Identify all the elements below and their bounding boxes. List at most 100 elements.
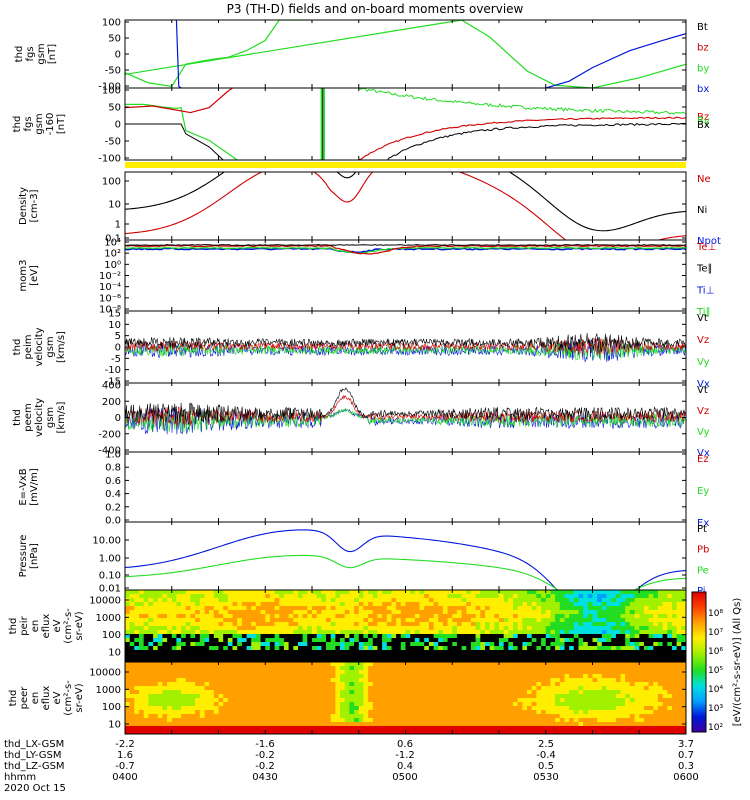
series-bx (175, 20, 183, 88)
legend-vy: Vy (697, 357, 710, 368)
y-tick-label: 100 (102, 86, 121, 97)
panel-frame (124, 19, 687, 89)
colorbar: 10⁸ 10⁷ 10⁶ 10⁵ 10⁴ 10³ 10² [eV/(cm²-s-sr-eV)] … (691, 591, 743, 733)
series-bz-2 (358, 116, 686, 160)
y-axis-label: Density (18, 187, 29, 225)
series-by2 (125, 20, 686, 88)
y-tick-label: 10000 (89, 596, 121, 607)
series-te-par (125, 244, 686, 246)
y-axis-label: eV (52, 691, 63, 704)
x-tick-label: 2.5 (538, 739, 554, 750)
series-ti-par (125, 246, 686, 254)
y-axis-label: [eV] (29, 265, 40, 286)
y-tick-label: -15 (105, 377, 121, 388)
y-tick-label: 400 (102, 381, 121, 392)
series-vt (125, 332, 686, 354)
series-bx (125, 123, 224, 160)
colorbar-label: [eV/(cm²-s-sr-eV)] (All Qs) (732, 598, 743, 727)
y-axis-label: gsm (45, 336, 56, 357)
legend-vt: Vt (697, 385, 708, 396)
x-tick-label: -0.2 (255, 750, 275, 761)
x-tick-label: 0400 (112, 772, 137, 783)
y-tick-label: 10⁻⁸ (99, 305, 121, 316)
y-tick-label: 1000 (96, 685, 121, 696)
x-tick-label: 0.7 (678, 750, 694, 761)
colorbar-tick: 10⁵ (708, 666, 723, 676)
y-axis-label: [cm-3] (29, 189, 40, 222)
y-axis-label: [km/s] (56, 401, 67, 433)
panel-p3: 100 10 1 0.1 Density [cm-3] Ne Ni Npot (18, 171, 721, 247)
y-tick-label: -50 (105, 66, 121, 77)
series-bx2 (545, 33, 686, 88)
series-bz (125, 88, 234, 114)
y-tick-label: 50 (108, 103, 121, 114)
series-vy (125, 407, 686, 433)
series-vz (125, 394, 686, 427)
x-axis: thd_LX-GSM -2.2 -1.6 0.6 2.5 3.7 thd_LY-GSM 1.6… (4, 739, 699, 794)
y-tick-label: -200 (98, 429, 121, 440)
x-tick-label: -0.2 (255, 761, 275, 772)
series-by (125, 103, 238, 160)
y-axis-label: mom3 (18, 260, 29, 292)
colorbar-tick: 10⁶ (708, 647, 723, 657)
series-by (125, 20, 312, 87)
y-axis-label: gsm (34, 113, 45, 134)
y-tick-label: 10⁰ (104, 260, 121, 271)
y-axis-label: gsm (36, 43, 47, 64)
legend-vx: Vx (697, 379, 710, 390)
y-axis-label: thd (8, 690, 19, 707)
y-tick-label: 0.01 (99, 584, 121, 595)
y-axis-label: thd (12, 339, 23, 356)
y-tick-label: 200 (102, 397, 121, 408)
x-tick-label: -1.6 (255, 739, 275, 750)
y-axis-label: velocity (34, 398, 45, 437)
panel-frame (124, 521, 687, 591)
y-axis-label: eV (52, 619, 63, 632)
y-tick-label: 0 (115, 120, 121, 131)
y-tick-label: 10² (104, 249, 121, 260)
legend-ez: Ez (697, 454, 709, 465)
legend-pt: Pt (697, 524, 707, 535)
y-tick-label: -400 (98, 446, 121, 457)
x-tick-label: -0.7 (115, 761, 135, 772)
series-ne (125, 172, 686, 240)
y-tick-label: 0.4 (105, 489, 121, 500)
y-axis-label: sr-eV) (74, 611, 85, 640)
colorbar-tick: 10³ (708, 704, 723, 714)
x-tick-label: -1.2 (395, 750, 415, 761)
y-axis-label: [mV/m] (29, 468, 40, 506)
y-tick-label: 100 (102, 18, 121, 29)
y-tick-label: -5 (111, 354, 121, 365)
y-axis-label: eflux (41, 686, 52, 711)
y-tick-label: 10⁻⁴ (99, 282, 121, 293)
y-axis-label: peem (23, 403, 34, 431)
legend-bt: Bt (697, 22, 708, 33)
legend-ni: Ni (697, 205, 707, 216)
legend-te∥: Te∥ (696, 264, 713, 275)
y-axis-label: eflux (41, 614, 52, 639)
x-tick-label: 3.7 (678, 739, 694, 750)
x-row-label: hhmm (4, 772, 36, 783)
colorbar-gradient (691, 591, 707, 733)
x-tick-label: 0430 (252, 772, 277, 783)
x-tick-label: 0500 (392, 772, 417, 783)
y-tick-label: 0 (115, 413, 121, 424)
y-tick-label: 1.0 (105, 450, 121, 461)
y-axis-label: thd (14, 46, 25, 63)
y-tick-label: 100 (102, 630, 121, 641)
y-tick-label: 10⁴ (104, 238, 121, 249)
y-axis-label: sr-eV) (74, 683, 85, 712)
y-tick-label: -50 (105, 137, 121, 148)
y-axis-label: fgs (25, 46, 36, 61)
legend-ne: Ne (697, 174, 711, 185)
panel-p1: 100 50 0 -50 -100 thd fgs gsm [nT] Bt bz by bx (14, 18, 709, 96)
x-tick-label: -0.4 (536, 750, 556, 761)
y-axis-label: -160 (45, 113, 56, 136)
y-tick-label: 10000 (89, 668, 121, 679)
legend-ti⊥: Ti⊥ (696, 285, 714, 296)
panel-p9: 10000 1000 100 10 thd peir en eflux eV (cm²-s-sr-… (8, 589, 687, 663)
